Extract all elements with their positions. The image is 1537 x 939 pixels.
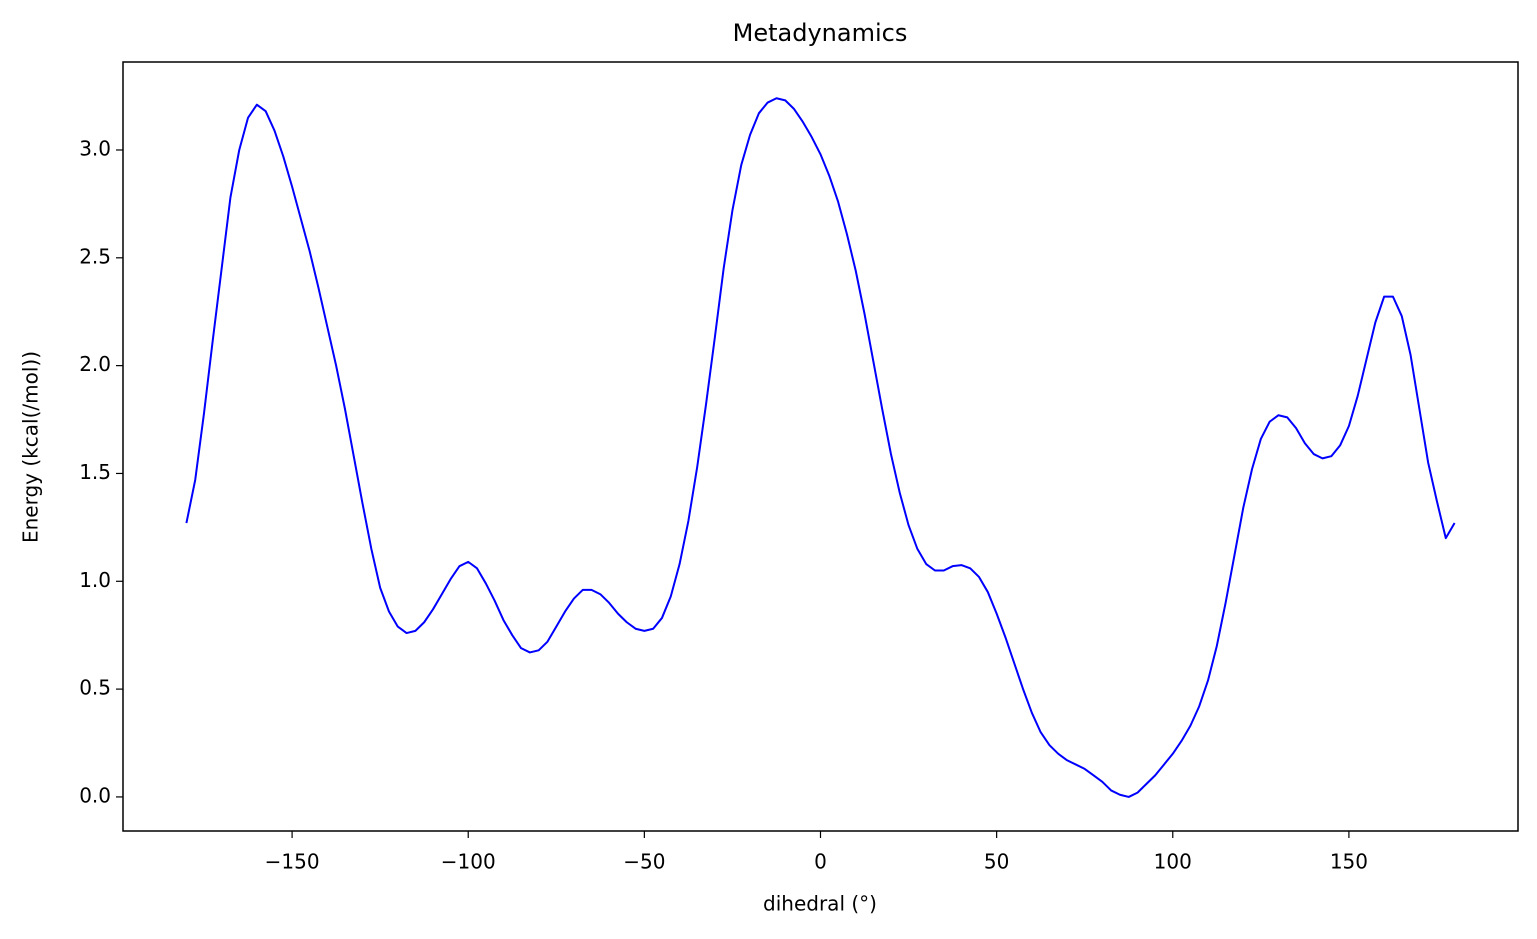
y-tick-label: 0.5 — [79, 676, 111, 700]
chart-title: Metadynamics — [733, 19, 908, 47]
y-tick-label: 0.0 — [79, 783, 111, 807]
y-tick-label: 3.0 — [79, 136, 111, 160]
x-tick-label: −50 — [623, 850, 665, 874]
data-line — [185, 97, 1456, 798]
y-tick-label: 1.0 — [79, 568, 111, 592]
x-tick-label: 150 — [1330, 850, 1368, 874]
y-axis-label: Energy (kcal(/mol)) — [19, 351, 43, 543]
y-tick-label: 2.5 — [79, 244, 111, 268]
y-tick-label: 2.0 — [79, 352, 111, 376]
y-tick-label: 1.5 — [79, 460, 111, 484]
x-axis-label: dihedral (°) — [763, 892, 877, 916]
plot-frame — [122, 61, 1519, 832]
x-tick-label: −100 — [441, 850, 496, 874]
x-tick-label: −150 — [265, 850, 320, 874]
x-tick-label: 0 — [814, 850, 827, 874]
x-tick-label: 100 — [1154, 850, 1192, 874]
x-tick-label: 50 — [984, 850, 1009, 874]
